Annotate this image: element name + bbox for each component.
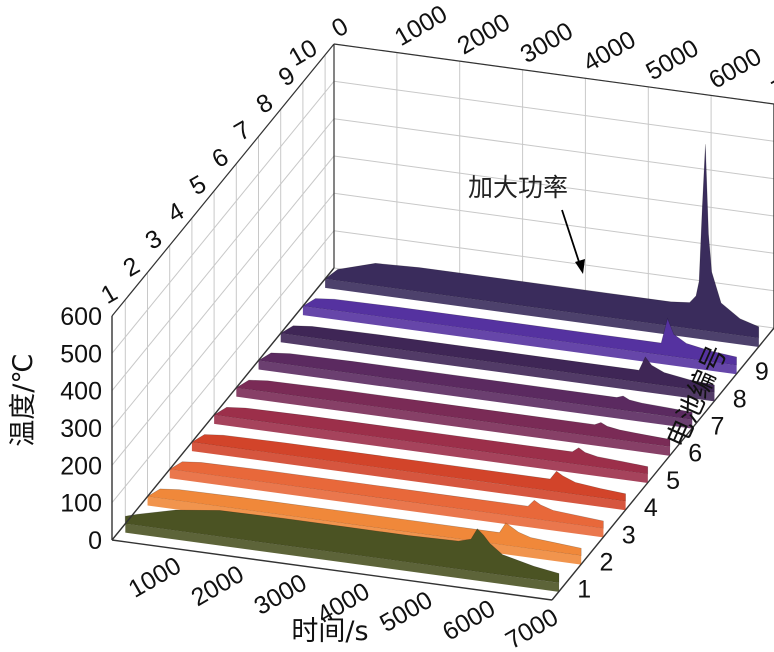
series-base-battery-5 (214, 414, 648, 484)
series-base-battery-4 (191, 442, 626, 511)
series-base-battery-9 (302, 306, 737, 375)
back-x-tick-label: 7000 (767, 51, 774, 103)
x-tick-label: 3000 (249, 569, 311, 621)
back-x-tick-label: 2000 (453, 8, 515, 60)
back-top-edge (333, 43, 774, 105)
z-tick-label-right: 8 (733, 385, 747, 413)
series-ribbon-battery-7 (257, 352, 693, 420)
back-x-tick-label: 6000 (704, 43, 766, 95)
left-wall-gridline-h (111, 80, 335, 354)
series-base-battery-10 (325, 278, 759, 348)
y-tick-label-left: 200 (60, 452, 102, 480)
series-layer (125, 144, 760, 592)
series-base-battery-8 (280, 333, 715, 402)
annotation-label: 加大功率 (468, 173, 568, 202)
back-x-tick-label: 5000 (641, 34, 703, 86)
z-tick-label-left: 2 (118, 251, 144, 282)
x-tick-label: 7000 (501, 603, 563, 652)
x-tick-label: 5000 (375, 586, 437, 638)
series-ribbon-battery-9 (302, 298, 737, 366)
z-tick-label-right: 6 (688, 440, 702, 468)
z-tick-label-left: 7 (229, 115, 255, 146)
z-tick-label-left: 4 (163, 197, 189, 228)
z-tick-label-left: 3 (141, 224, 167, 255)
left-wall-gridline-h (111, 230, 335, 504)
y-tick-label-left: 500 (60, 340, 102, 368)
y-tick-label-left: 100 (60, 490, 102, 518)
left-wall-gridline-h (111, 155, 335, 429)
x-axis-title: 时间/s (291, 616, 368, 647)
x-tick-label: 2000 (187, 560, 249, 612)
x-axis-line (111, 539, 553, 601)
series-ribbon-battery-3 (168, 461, 604, 529)
series-base-battery-7 (258, 360, 693, 429)
series-ribbon-battery-8 (279, 325, 715, 393)
back-x-tick-label: 4000 (578, 25, 640, 77)
z-tick-label-right: 7 (711, 413, 725, 441)
back-wall-gridline-h (333, 118, 774, 180)
axis-layer (111, 43, 774, 601)
annotation-arrow (561, 209, 582, 269)
back-wall-gridline-h (333, 155, 774, 217)
back-x-tick-label: 1000 (390, 0, 452, 52)
series-base-battery-6 (236, 387, 671, 456)
annotation: 加大功率 (468, 173, 585, 274)
series-ribbon-battery-1 (125, 509, 560, 584)
series-ribbon-battery-4 (191, 434, 626, 502)
series-base-battery-3 (169, 469, 604, 538)
back-wall-gridline-h (333, 192, 774, 254)
y-tick-label-left: 300 (60, 415, 102, 443)
back-x-tick-label: 0 (327, 12, 353, 43)
y-tick-label-left: 400 (60, 378, 102, 406)
x-tick-label: 1000 (124, 552, 186, 604)
y-tick-label-left: 600 (60, 303, 102, 331)
series-base-battery-1 (125, 523, 560, 592)
z-tick-label-right: 4 (644, 494, 658, 522)
z-axis-line-right (551, 327, 774, 601)
z-tick-label-left: 6 (207, 143, 233, 174)
y-tick-label-left: 0 (88, 527, 102, 555)
z-tick-label-right: 5 (666, 467, 680, 495)
z-tick-label-right: 1 (577, 576, 591, 604)
z-tick-label-left: 5 (185, 170, 211, 201)
left-wall-gridline-h (111, 118, 335, 392)
left-wall-gridline-h (111, 192, 335, 466)
z-axis-line-left (111, 267, 335, 541)
series-ribbon-battery-5 (213, 406, 649, 475)
z-tick-label-right: 3 (622, 521, 636, 549)
z-tick-label-left: 8 (252, 88, 278, 119)
annotation-arrowhead (575, 259, 585, 274)
z-tick-label-right: 9 (755, 358, 769, 386)
series-ribbon-battery-10 (324, 144, 760, 339)
series-ribbon-battery-6 (235, 379, 671, 448)
x-tick-label: 6000 (438, 594, 500, 646)
back-wall-gridline-h (333, 80, 774, 142)
back-x-tick-label: 3000 (516, 17, 578, 69)
y-axis-title: 温度/℃ (8, 353, 39, 446)
z-axis-line-top-left (111, 43, 335, 317)
z-tick-label-right: 2 (600, 549, 614, 577)
